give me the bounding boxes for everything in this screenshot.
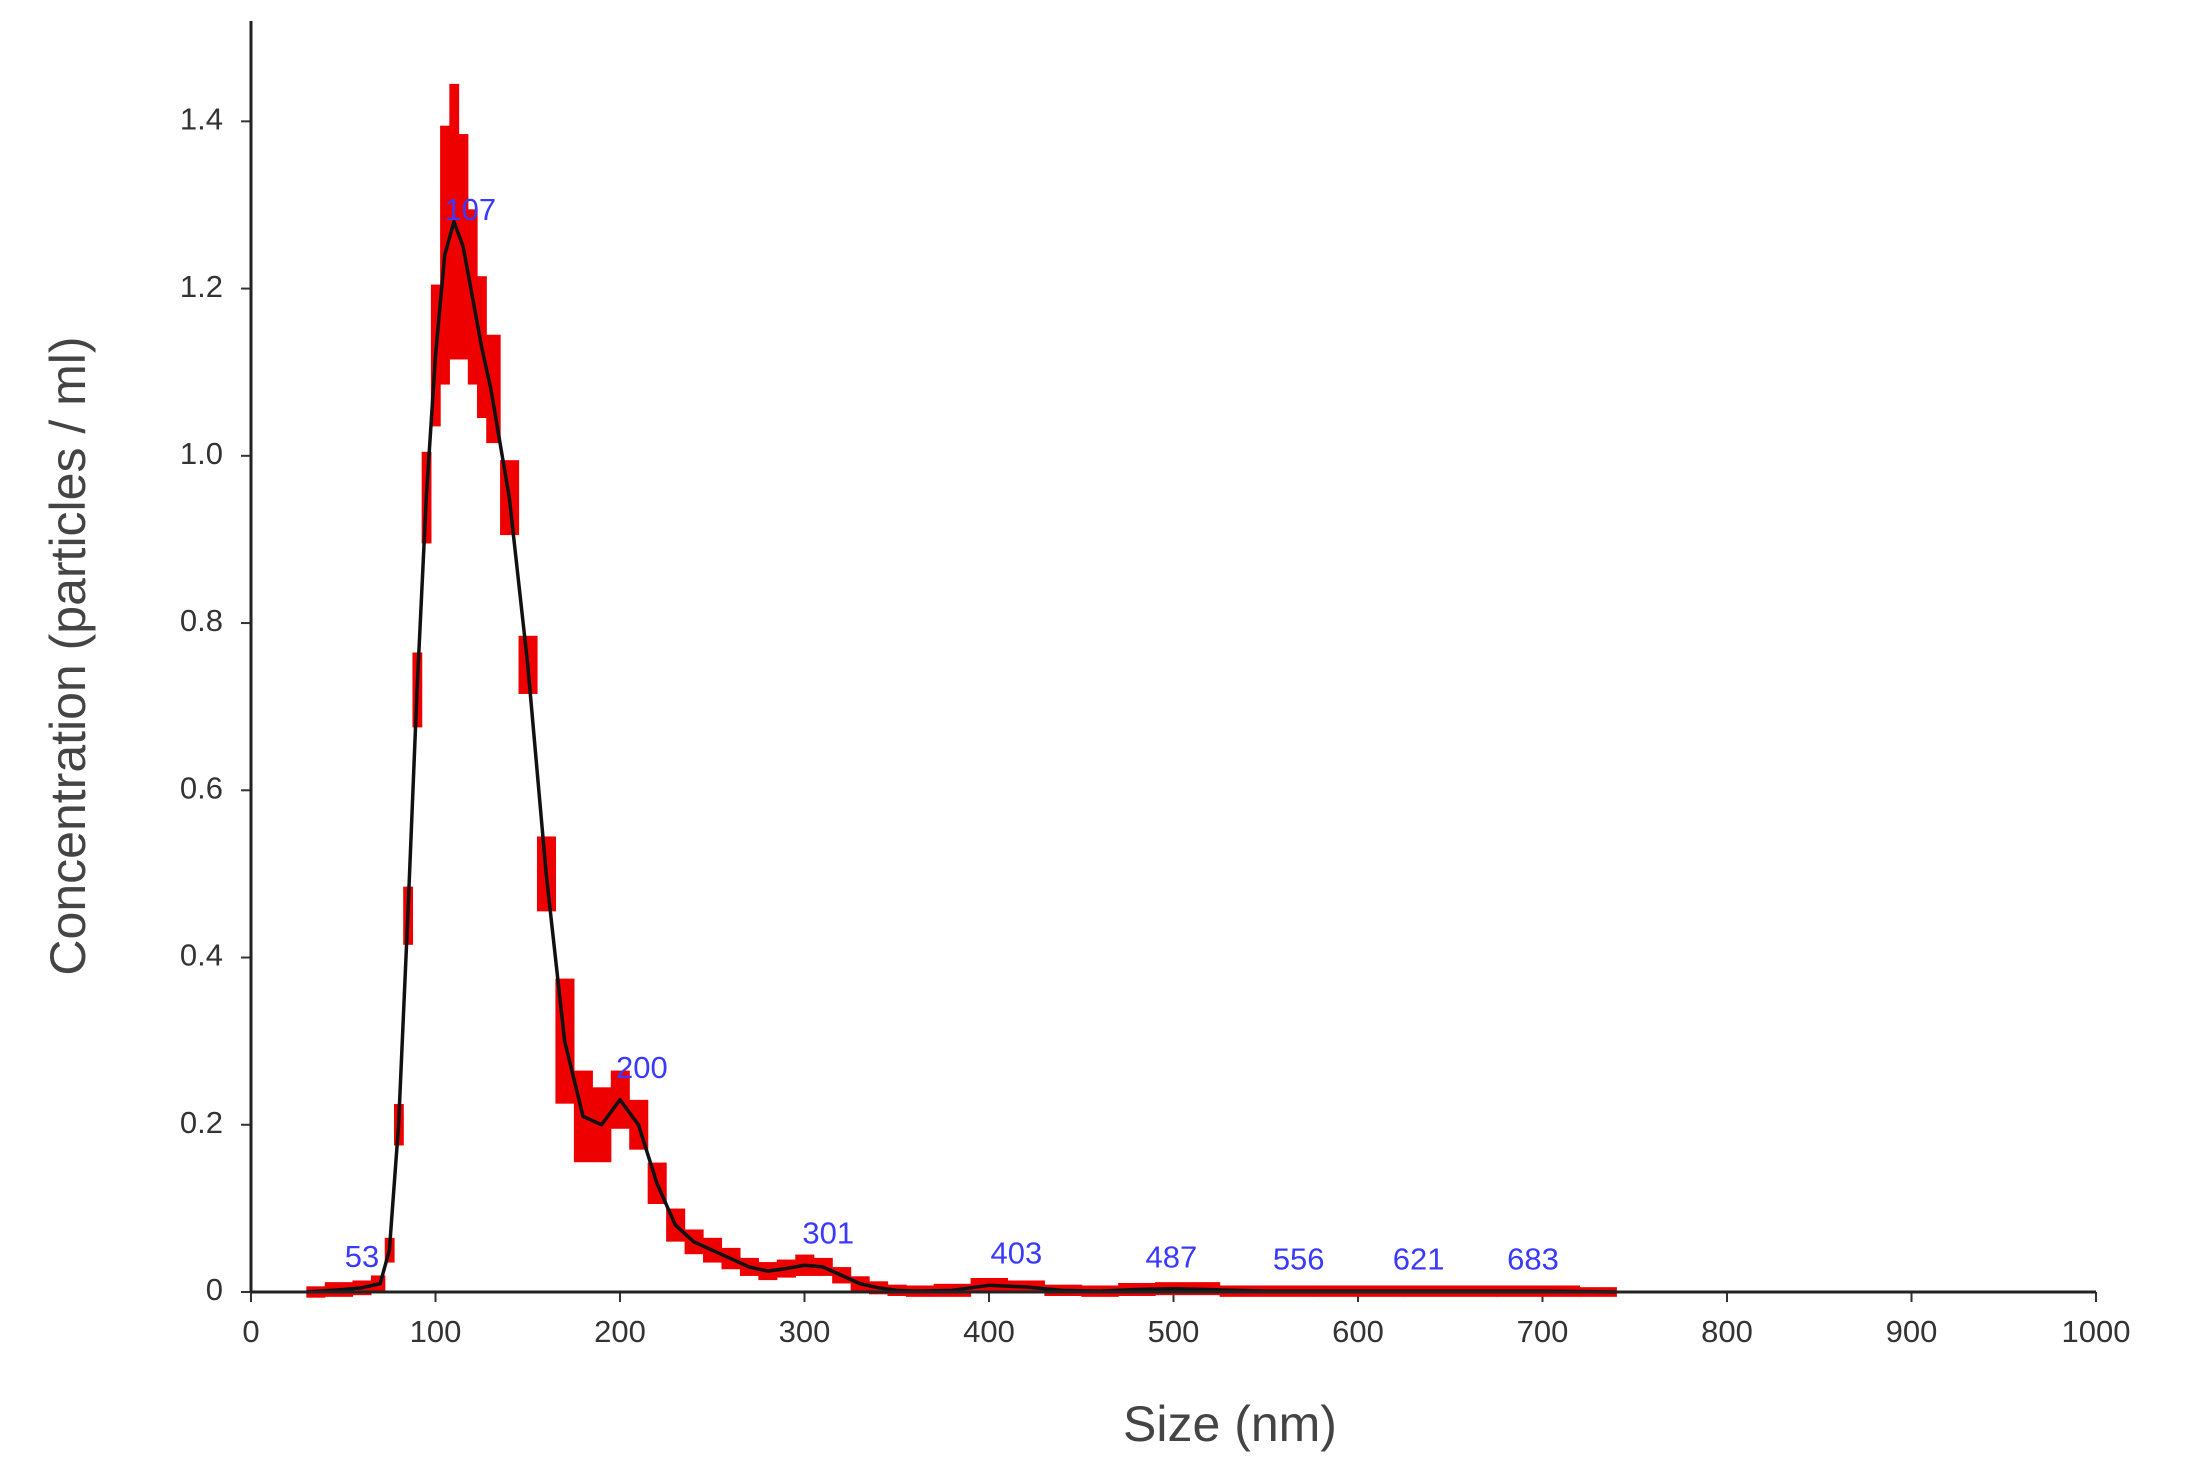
x-tick-label: 900 (1886, 1314, 1938, 1349)
x-tick-label: 600 (1332, 1314, 1384, 1349)
x-tick-label: 1000 (2062, 1314, 2131, 1349)
x-tick-label: 500 (1148, 1314, 1200, 1349)
x-tick-label: 700 (1517, 1314, 1569, 1349)
y-tick-label: 0.2 (180, 1105, 223, 1140)
x-axis-title: Size (nm) (1123, 1396, 1337, 1452)
y-tick-label: 0.4 (180, 938, 223, 973)
x-tick-label: 300 (779, 1314, 831, 1349)
peak-label: 621 (1393, 1241, 1445, 1276)
y-tick-label: 0 (206, 1272, 223, 1307)
y-tick-label: 1.0 (180, 436, 223, 471)
x-tick-label: 200 (594, 1314, 646, 1349)
peak-label: 301 (802, 1216, 854, 1251)
peak-label: 487 (1146, 1239, 1198, 1274)
y-tick-label: 1.2 (180, 269, 223, 304)
x-tick-label: 800 (1701, 1314, 1753, 1349)
peak-label: 107 (444, 192, 496, 227)
peak-label: 683 (1507, 1241, 1559, 1276)
y-axis-title: Concentration (particles / ml) (40, 336, 96, 975)
y-tick-label: 0.6 (180, 770, 223, 805)
y-tick-label: 1.4 (180, 102, 223, 137)
peak-label: 403 (991, 1236, 1043, 1271)
peak-label: 200 (616, 1050, 668, 1085)
peak-label: 53 (345, 1239, 379, 1274)
y-tick-label: 0.8 (180, 603, 223, 638)
x-tick-label: 400 (963, 1314, 1015, 1349)
mean-line (306, 219, 1617, 1294)
peak-label: 556 (1273, 1241, 1325, 1276)
x-tick-label: 0 (242, 1314, 259, 1349)
x-tick-label: 100 (410, 1314, 462, 1349)
